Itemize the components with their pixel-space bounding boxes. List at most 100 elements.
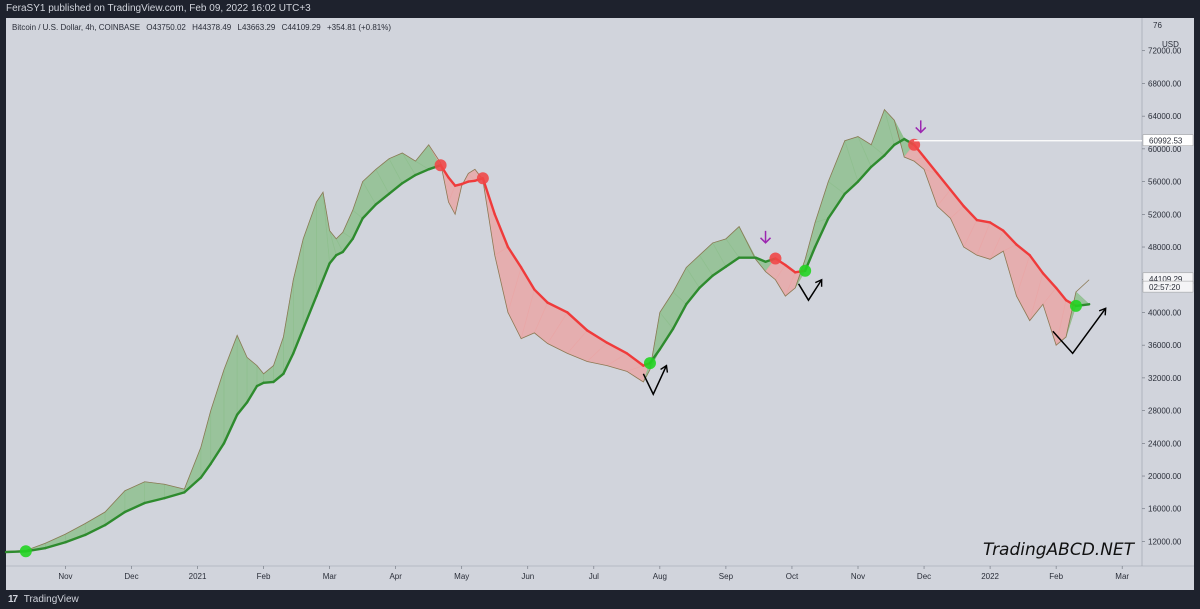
- chart-background: [6, 18, 1142, 590]
- trend-line-segment: [64, 533, 87, 544]
- trend-line-segment: [351, 217, 364, 241]
- trend-line-segment: [199, 462, 212, 479]
- check-mark: [1052, 307, 1107, 355]
- price-tick-label: 40000.00: [1148, 308, 1182, 317]
- time-tick-label: Nov: [58, 572, 72, 581]
- trend-line-segment: [605, 341, 629, 355]
- price-tick-label: 64000.00: [1148, 112, 1182, 121]
- price-label-box: [1142, 134, 1194, 146]
- trend-line-segment: [302, 294, 318, 331]
- footer-bar: 17 TradingView: [0, 591, 1200, 609]
- trend-line-segment: [658, 327, 675, 351]
- trend-line-segment: [843, 180, 860, 196]
- trend-line-segment: [671, 303, 688, 331]
- trend-line-segment: [209, 442, 226, 465]
- price-chart[interactable]: 12000.00 16000.00 20000.00 24000.00 28000.00…: [0, 18, 1200, 591]
- trend-line-segment: [183, 476, 203, 494]
- price-tick-label: 72000.00: [1148, 47, 1182, 56]
- price-tick-label: 28000.00: [1148, 407, 1182, 416]
- trend-line-segment: [123, 501, 146, 514]
- time-tick-label: Apr: [389, 572, 402, 581]
- price-line: [5, 108, 1090, 552]
- trend-line-segment: [827, 192, 846, 220]
- chart-title: Bitcoin / U.S. Dollar, 4h, COINBASE O437…: [12, 23, 391, 32]
- buy-signal-dot: [643, 357, 656, 370]
- check-mark-arrowhead: [660, 364, 669, 373]
- price-tick-label: 16000.00: [1148, 505, 1182, 514]
- trend-line-segment: [1054, 286, 1068, 302]
- trend-line-segment: [414, 168, 430, 177]
- down-arrow-icon: [760, 230, 772, 244]
- moving-average-line: [4, 137, 1091, 554]
- trend-line-segment: [1041, 271, 1058, 290]
- time-tick-label: Mar: [323, 572, 337, 581]
- trend-line-segment: [387, 182, 404, 196]
- trend-line-segment: [883, 143, 896, 157]
- trend-line-segment: [84, 523, 107, 537]
- trend-line-segment: [315, 262, 331, 298]
- publisher-bar: FeraSY1 published on TradingView.com, Fe…: [0, 0, 1200, 18]
- time-tick-label: Dec: [917, 572, 931, 581]
- trend-line-segment: [975, 218, 992, 224]
- price-series-line: [5, 108, 1090, 552]
- trend-line-segment: [255, 381, 265, 388]
- price-label-text: 60992.53: [1149, 137, 1183, 146]
- trend-line-segment: [235, 401, 249, 416]
- trend-line-segment: [506, 245, 523, 269]
- trend-line-segment: [988, 221, 1005, 232]
- trend-line-segment: [519, 266, 536, 291]
- price-tick-label: 24000.00: [1148, 439, 1182, 448]
- trend-line-segment: [893, 137, 906, 146]
- tradingview-logo: 17: [8, 594, 18, 605]
- trend-line-segment: [586, 329, 609, 344]
- chart-frame[interactable]: 12000.00 16000.00 20000.00 24000.00 28000.00…: [0, 18, 1200, 591]
- price-tick-label: 56000.00: [1148, 178, 1182, 187]
- trend-line-segment: [784, 263, 797, 274]
- time-tick-label: May: [454, 572, 469, 581]
- trend-line-segment: [341, 237, 354, 254]
- trend-line-segment: [856, 165, 873, 183]
- time-tick-label: Mar: [1115, 572, 1129, 581]
- trend-line-segment: [245, 384, 259, 404]
- trend-line-segment: [222, 413, 239, 445]
- time-tick-label: Nov: [851, 572, 865, 581]
- trend-line-segment: [262, 380, 275, 384]
- trend-line-segment: [292, 327, 305, 355]
- buy-signal-dot: [19, 545, 32, 558]
- price-tick-label: 68000.00: [1148, 79, 1182, 88]
- trend-line-segment: [813, 217, 830, 249]
- trend-line-segment: [335, 250, 345, 257]
- price-tick-label: 48000.00: [1148, 243, 1182, 252]
- time-tick-label: Feb: [1049, 572, 1063, 581]
- trend-line-segment: [1015, 243, 1031, 257]
- price-label-box: [1142, 280, 1194, 293]
- watermark-annotation: TradingABCD.NET: [983, 540, 1136, 560]
- trend-line-segment: [625, 352, 645, 367]
- price-label-text: 02:57:20: [1149, 283, 1181, 292]
- price-axis-ticks: 12000.00 16000.00 20000.00 24000.00 28000.00…: [1142, 47, 1194, 546]
- check-marks: [642, 278, 1107, 396]
- sell-signal-dot: [434, 159, 447, 172]
- trend-line-segment: [698, 274, 714, 290]
- trend-line-segment: [566, 311, 589, 332]
- trend-line-segment: [44, 541, 67, 550]
- time-axis-ticks: Nov Dec 2021 Feb Mar Apr May Jun Jul Aug Sep Oct Nov…: [58, 566, 1129, 581]
- trend-line-segment: [328, 253, 338, 265]
- time-tick-label: 2021: [189, 572, 207, 581]
- trend-line-segment: [754, 256, 767, 263]
- price-axis-top-tick: 76: [1153, 21, 1162, 30]
- footer-brand: TradingView: [23, 594, 79, 605]
- price-tick-label: 60000.00: [1148, 145, 1182, 154]
- trend-line-segment: [272, 372, 285, 384]
- down-arrow-icon: [915, 120, 927, 134]
- time-tick-label: Jun: [521, 572, 534, 581]
- price-tick-label: 20000.00: [1148, 472, 1182, 481]
- trend-line-segment: [282, 352, 295, 375]
- sell-signal-dot: [769, 252, 782, 265]
- trend-line-segment: [922, 155, 939, 175]
- currency-label: USD: [1162, 40, 1179, 49]
- trend-line-segment: [374, 192, 391, 206]
- trend-line-segment: [546, 301, 569, 314]
- time-tick-label: Dec: [124, 572, 138, 581]
- buy-signal-dot: [1069, 299, 1082, 312]
